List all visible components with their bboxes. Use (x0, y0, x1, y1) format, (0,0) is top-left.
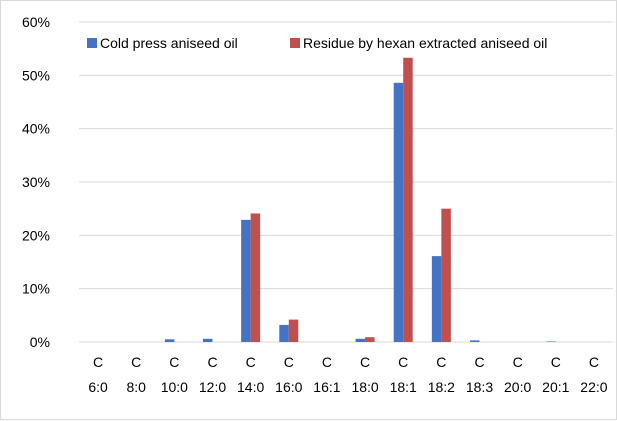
x-tick-label: 14:0 (237, 379, 264, 395)
x-tick-label: C (284, 354, 294, 370)
x-tick-label: 22:0 (580, 379, 607, 395)
x-tick-label: C (474, 354, 484, 370)
x-tick-label: 18:2 (428, 379, 455, 395)
x-tick-label: 12:0 (199, 379, 226, 395)
bars (164, 57, 556, 343)
bar-cold-press (203, 338, 213, 342)
x-tick-label: C (246, 354, 256, 370)
x-tick-label: C (131, 354, 141, 370)
x-axis-ticks: C 6:0 C 8:0 C 10:0 C 12:0 C 14:0 C 16:0 C 16:1 C 18:0 C 1… (88, 354, 607, 395)
legend-label: Cold press aniseed oil (100, 35, 238, 51)
bar-cold-press (355, 338, 366, 342)
x-tick-label: C (551, 354, 561, 370)
bar-cold-press (279, 324, 289, 342)
x-tick-label: C (93, 354, 103, 370)
bar-cold-press (470, 340, 480, 342)
y-tick-label: 50% (22, 67, 50, 83)
x-tick-label: C (207, 354, 217, 370)
bar-residue-hexan (250, 213, 261, 342)
x-tick-label: 10:0 (161, 379, 188, 395)
legend-swatch (87, 38, 97, 48)
x-tick-label: C (169, 354, 179, 370)
y-tick-label: 20% (22, 227, 50, 243)
x-tick-label: 18:3 (466, 379, 493, 395)
legend-swatch (290, 38, 300, 48)
x-tick-label: C (322, 354, 332, 370)
x-tick-label: 16:0 (275, 379, 302, 395)
y-axis-ticks: 0% 10% 20% 30% 40% 50% 60% (22, 14, 50, 350)
y-tick-label: 30% (22, 174, 50, 190)
bar-cold-press (241, 219, 251, 342)
x-tick-label: 18:1 (390, 379, 417, 395)
bar-cold-press (431, 256, 442, 342)
x-tick-label: C (360, 354, 370, 370)
x-tick-label: 18:0 (351, 379, 378, 395)
x-tick-label: C (398, 354, 408, 370)
gridlines (79, 21, 613, 343)
x-tick-label: 20:1 (542, 379, 569, 395)
y-tick-label: 60% (22, 14, 50, 30)
x-tick-label: C (513, 354, 523, 370)
x-tick-label: 20:0 (504, 379, 531, 395)
bar-cold-press (546, 341, 556, 342)
legend: Cold press aniseed oil Residue by hexan e… (87, 35, 547, 51)
x-tick-label: C (589, 354, 599, 370)
legend-label: Residue by hexan extracted aniseed oil (303, 35, 547, 51)
bar-residue-hexan (365, 337, 375, 342)
bar-residue-hexan (441, 208, 451, 342)
x-tick-label: 8:0 (126, 379, 146, 395)
bar-residue-hexan (288, 319, 299, 342)
y-tick-label: 40% (22, 121, 50, 137)
bar-residue-hexan (403, 57, 413, 342)
x-tick-label: 6:0 (88, 379, 108, 395)
y-tick-label: 10% (22, 281, 50, 297)
bar-cold-press (393, 82, 404, 343)
y-tick-label: 0% (30, 334, 50, 350)
x-tick-label: 16:1 (313, 379, 340, 395)
bar-cold-press (164, 339, 175, 342)
x-tick-label: C (436, 354, 446, 370)
